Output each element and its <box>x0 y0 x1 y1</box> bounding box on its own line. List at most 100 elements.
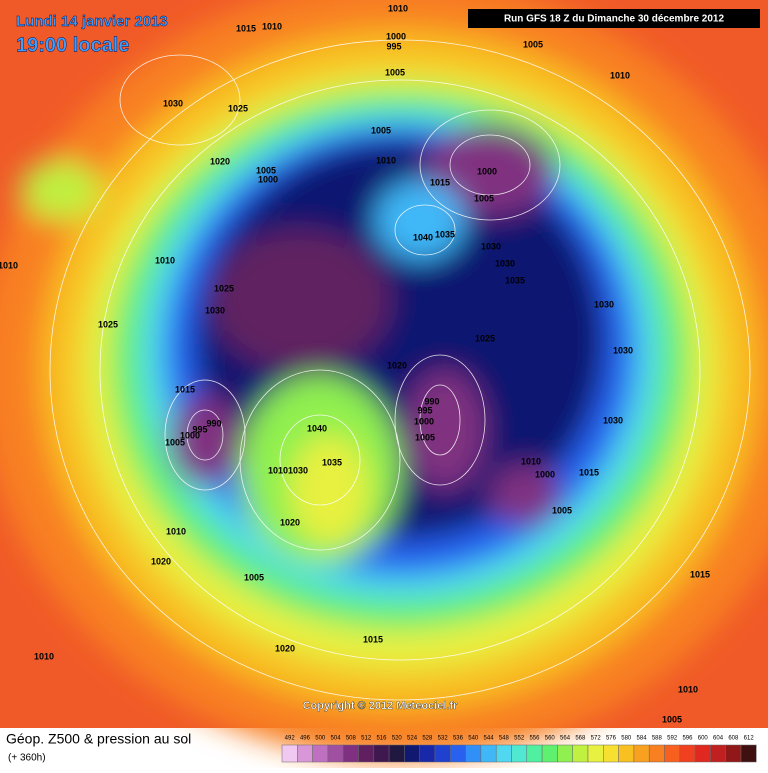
isobar-label: 1015 <box>363 634 383 644</box>
isobar-label: 1025 <box>214 283 234 293</box>
scale-label: 596 <box>682 736 693 742</box>
color-swatch <box>342 744 359 763</box>
isobar-label: 1020 <box>210 156 230 166</box>
color-swatch <box>725 744 742 763</box>
isobar-label: 1000 <box>386 31 406 41</box>
isobar-label: 1030 <box>481 241 501 251</box>
isobar-label: 1040 <box>307 423 327 433</box>
isobar-label: 1015 <box>236 23 256 33</box>
isobar-label: 1010 <box>610 70 630 80</box>
color-swatch <box>297 744 313 763</box>
legend-subtitle: (+ 360h) <box>8 753 46 764</box>
scale-label: 556 <box>529 736 540 742</box>
isobar-label: 1030 <box>603 415 623 425</box>
isobar-label: 1005 <box>662 714 682 724</box>
scale-label: 588 <box>652 736 663 742</box>
isobar-label: 990 <box>206 418 221 428</box>
color-swatch <box>572 744 589 763</box>
isobar-label: 1005 <box>244 572 264 582</box>
isobar-label: 1010 <box>262 21 282 31</box>
isobar-label: 1020 <box>151 556 171 566</box>
color-swatch <box>633 744 650 763</box>
color-swatch <box>541 744 558 763</box>
scale-label: 508 <box>346 736 357 742</box>
isobar-label: 1015 <box>579 467 599 477</box>
scale-label: 528 <box>422 736 433 742</box>
isobar-label: 1025 <box>98 319 118 329</box>
scale-label: 592 <box>667 736 678 742</box>
isobar-label: 1015 <box>690 569 710 579</box>
scale-label: 568 <box>575 736 586 742</box>
color-swatch <box>312 744 329 763</box>
color-swatch <box>587 744 604 763</box>
scale-label: 532 <box>438 736 449 742</box>
scale-label: 520 <box>392 736 403 742</box>
isobar-label: 1020 <box>280 517 300 527</box>
scale-label: 548 <box>499 736 510 742</box>
scale-label: 504 <box>331 736 342 742</box>
isobar-label: 990 <box>424 396 439 406</box>
scale-label: 552 <box>514 736 525 742</box>
run-info: Run GFS 18 Z du Dimanche 30 décembre 201… <box>504 14 725 25</box>
isobar-label: 1035 <box>322 457 342 467</box>
isobar-label: 1030 <box>594 299 614 309</box>
isobar-label: 1030 <box>613 345 633 355</box>
color-swatch <box>710 744 726 763</box>
isobar-label: 1005 <box>474 193 494 203</box>
color-swatch <box>419 744 436 763</box>
scale-label: 576 <box>606 736 617 742</box>
scale-label: 524 <box>407 736 418 742</box>
scale-label: 580 <box>621 736 632 742</box>
forecast-date: Lundi 14 janvier 2013 <box>16 13 168 30</box>
legend-title: Géop. Z500 & pression au sol <box>6 731 191 747</box>
color-swatch <box>603 744 619 763</box>
isobar-label: 1005 <box>371 125 391 135</box>
color-swatch <box>404 744 420 763</box>
color-swatch <box>740 744 757 763</box>
isobar-label: 1035 <box>505 275 525 285</box>
isobar-label: 1020 <box>387 360 407 370</box>
isobar-label: 1010 <box>268 465 288 475</box>
color-swatch <box>373 744 390 763</box>
scale-label: 608 <box>728 736 739 742</box>
scale-label: 604 <box>713 736 724 742</box>
color-swatch <box>679 744 696 763</box>
color-swatch <box>495 744 512 763</box>
isobar-label: 1010 <box>678 684 698 694</box>
color-swatch <box>281 744 298 763</box>
color-scale: 492 496 500 504 508 512 516 520 524 528 532 536 540 5… <box>281 736 757 763</box>
isobar-label: 1010 <box>34 651 54 661</box>
color-swatch <box>327 744 344 763</box>
isobar-label: 995 <box>417 405 432 415</box>
isobar-label: 1030 <box>163 98 183 108</box>
isobar-label: 1040 <box>413 232 433 242</box>
isobar-label: 1005 <box>523 39 543 49</box>
color-swatch <box>648 744 665 763</box>
isobar-label: 1000 <box>180 430 200 440</box>
isobar-label: 1000 <box>414 416 434 426</box>
scale-label: 540 <box>468 736 479 742</box>
scale-label: 512 <box>361 736 372 742</box>
color-swatch <box>526 744 543 763</box>
color-swatch <box>511 744 528 763</box>
scale-label: 536 <box>453 736 464 742</box>
color-swatch <box>388 744 405 763</box>
isobar-label: 1005 <box>552 505 572 515</box>
color-swatch <box>557 744 573 763</box>
color-swatch <box>465 744 482 763</box>
run-box <box>468 9 760 28</box>
color-swatch <box>694 744 711 763</box>
scale-label: 516 <box>376 736 387 742</box>
isobar-label: 1005 <box>165 437 185 447</box>
scale-label: 600 <box>698 736 709 742</box>
color-swatch <box>664 744 681 763</box>
isobar-label: 1035 <box>435 229 455 239</box>
scale-label: 584 <box>637 736 648 742</box>
scale-label: 564 <box>560 736 571 742</box>
isobar-label: 1030 <box>288 465 308 475</box>
color-swatch <box>434 744 451 763</box>
isobar-label: 1025 <box>475 333 495 343</box>
